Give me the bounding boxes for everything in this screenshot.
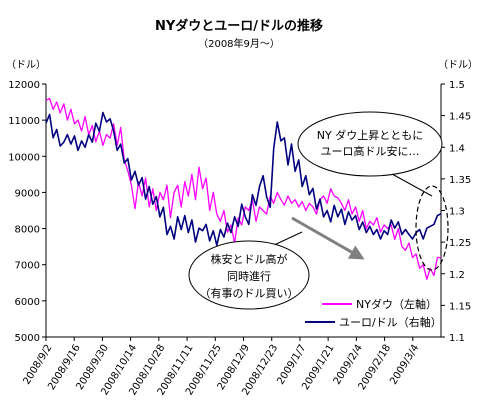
lower-callout-line-1: 株安とドル高が bbox=[211, 252, 288, 266]
right-tick-label: 1.1 bbox=[449, 333, 465, 344]
right-tick-label: 1.15 bbox=[449, 301, 471, 312]
highlight-ellipse bbox=[415, 185, 449, 271]
x-tick-label: 2009/3/4 bbox=[388, 343, 421, 387]
legend-label-dow: NYダウ（左軸） bbox=[356, 297, 437, 311]
left-axis-ticks: 5000 6000 7000 8000 9000 10000 11000 12000 bbox=[8, 80, 46, 344]
left-tick-label: 11000 bbox=[8, 116, 40, 127]
series-lines bbox=[45, 97, 442, 280]
left-tick-label: 6000 bbox=[15, 297, 40, 308]
left-tick-label: 8000 bbox=[15, 225, 40, 236]
legend: NYダウ（左軸） ユーロ/ドル（右軸） bbox=[305, 297, 442, 329]
lower-callout-pointer bbox=[271, 231, 303, 247]
left-tick-label: 5000 bbox=[15, 333, 40, 344]
lower-callout-line-2: 同時進行 bbox=[227, 270, 271, 283]
right-tick-label: 1.5 bbox=[449, 80, 465, 91]
legend-label-eurusd: ユーロ/ドル（右軸） bbox=[339, 315, 442, 329]
x-axis-ticks: 2008/9/22008/9/162008/9/302008/10/142008… bbox=[21, 337, 421, 397]
left-tick-label: 12000 bbox=[8, 80, 40, 91]
right-tick-label: 1.45 bbox=[449, 112, 471, 123]
chart-subtitle: （2008年9月～） bbox=[198, 37, 280, 50]
right-tick-label: 1.3 bbox=[449, 207, 465, 218]
trend-arrow bbox=[291, 216, 365, 260]
right-axis-unit: （ドル） bbox=[438, 59, 478, 71]
right-axis-ticks: 1.1 1.15 1.2 1.25 1.3 1.35 1.4 1.45 1.5 bbox=[441, 80, 471, 344]
lower-callout-bubble bbox=[188, 240, 310, 310]
left-axis-unit: （ドル） bbox=[6, 59, 46, 71]
series-line-eurusd bbox=[45, 111, 442, 247]
left-tick-label: 10000 bbox=[8, 152, 40, 163]
right-tick-label: 1.25 bbox=[449, 238, 471, 249]
right-tick-label: 1.4 bbox=[449, 143, 465, 154]
right-tick-label: 1.35 bbox=[449, 175, 471, 186]
upper-callout-pointer bbox=[391, 173, 433, 197]
left-tick-label: 7000 bbox=[15, 261, 40, 272]
left-tick-label: 9000 bbox=[15, 188, 40, 199]
lower-callout-line-3: （有事のドル買い） bbox=[200, 286, 299, 300]
upper-callout-bubble bbox=[297, 111, 443, 177]
series-line-dow bbox=[45, 97, 441, 280]
upper-callout-line-2: ユーロ高ドル安に… bbox=[321, 144, 420, 158]
chart-title: NYダウとユーロ/ドルの推移 bbox=[155, 18, 323, 34]
upper-callout-line-1: NY ダウ上昇とともに bbox=[317, 128, 423, 142]
right-tick-label: 1.2 bbox=[449, 270, 465, 281]
